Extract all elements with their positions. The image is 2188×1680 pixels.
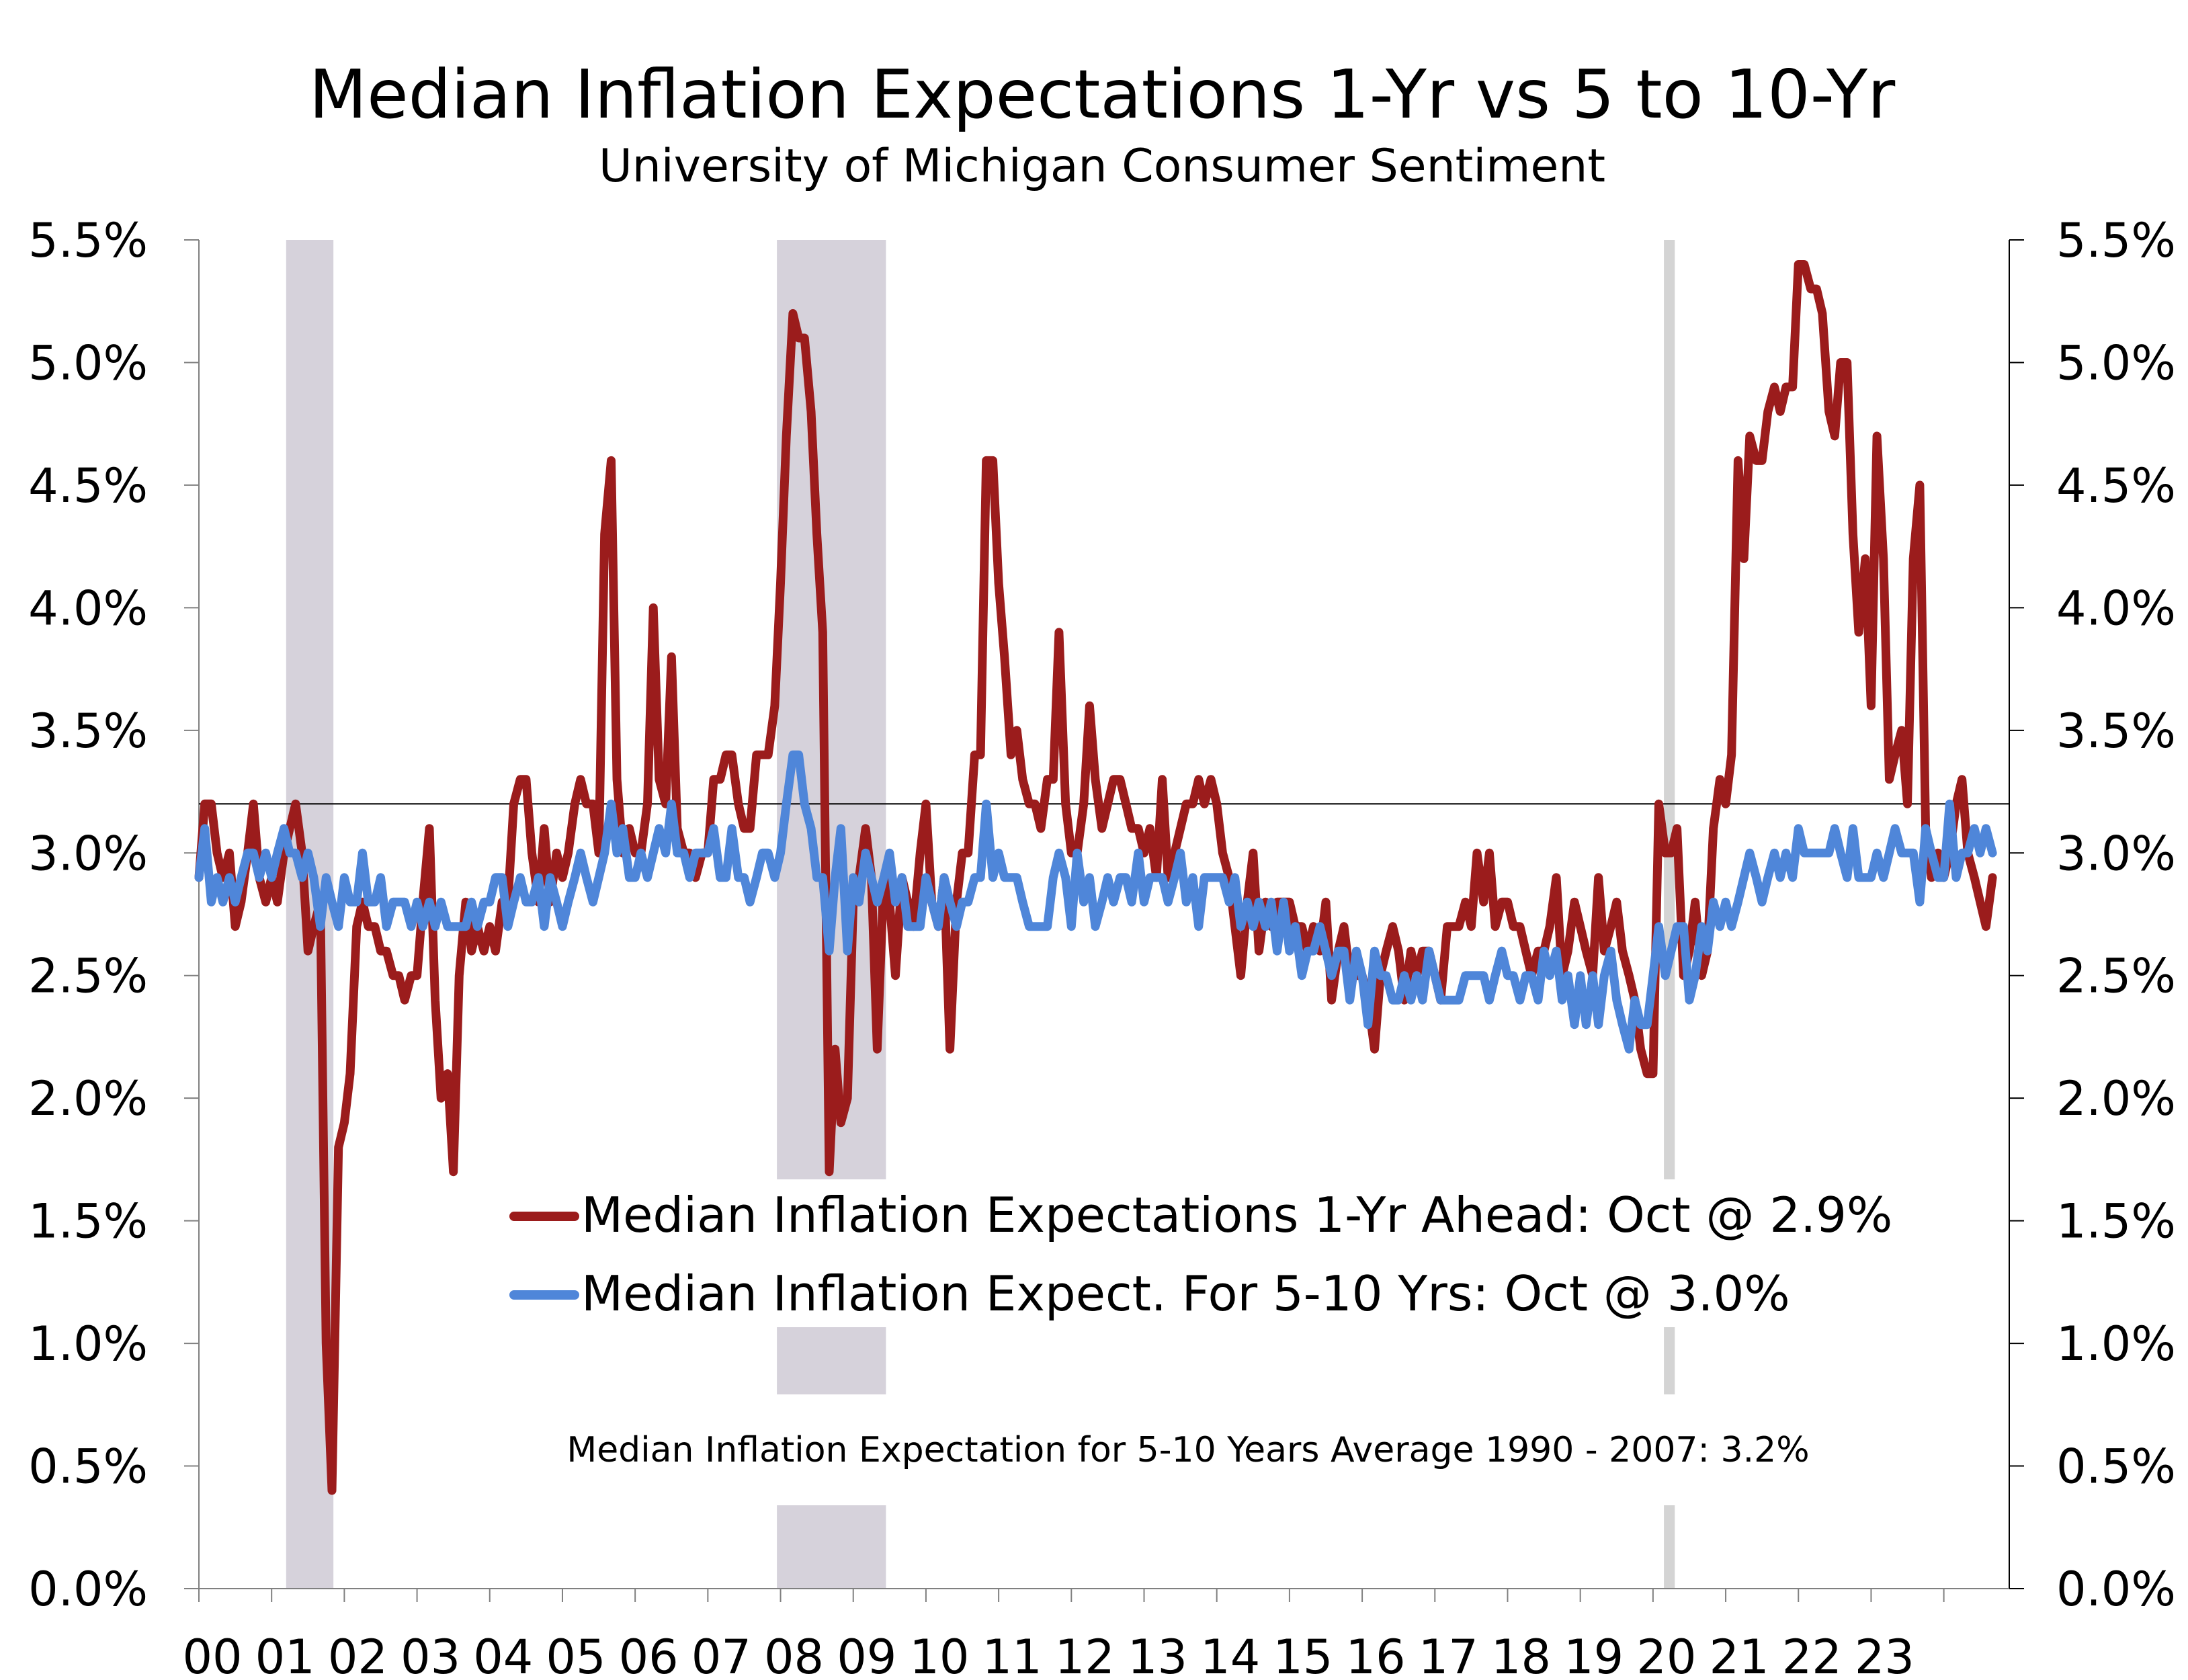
x-tick-label: 12 [1055, 1630, 1115, 1680]
reference-note: Median Inflation Expectation for 5-10 Ye… [504, 1394, 1888, 1505]
y-tick-label-left: 0.5% [28, 1439, 148, 1495]
x-tick-label: 08 [764, 1630, 824, 1680]
x-tick-label: 23 [1855, 1630, 1914, 1680]
legend-label-5-10yr: Median Inflation Expect. For 5-10 Yrs: O… [581, 1265, 1790, 1322]
x-tick-label: 09 [837, 1630, 896, 1680]
y-tick-label-right: 0.0% [2056, 1562, 2176, 1617]
y-tick-label-right: 0.5% [2056, 1439, 2176, 1495]
series-lines [194, 260, 1997, 1495]
y-tick-label-right: 4.0% [2056, 581, 2176, 636]
recession-band-3 [1664, 240, 1675, 1589]
chart-title: Median Inflation Expectations 1-Yr vs 5 … [309, 55, 1896, 134]
legend: Median Inflation Expectations 1-Yr Ahead… [504, 1179, 1955, 1327]
x-tick-label: 06 [619, 1630, 679, 1680]
x-tick-label: 00 [182, 1630, 242, 1680]
y-tick-label-right: 4.5% [2056, 458, 2176, 513]
y-tick-label-left: 2.5% [28, 949, 148, 1004]
y-tick-label-left: 4.0% [28, 581, 148, 636]
y-tick-label-left: 0.0% [28, 1562, 148, 1617]
y-tick-label-right: 2.0% [2056, 1071, 2176, 1126]
x-tick-label: 10 [909, 1630, 969, 1680]
x-tick-label: 02 [328, 1630, 388, 1680]
y-tick-label-right: 2.5% [2056, 949, 2176, 1004]
x-tick-label: 05 [546, 1630, 605, 1680]
x-tick-label: 11 [982, 1630, 1042, 1680]
x-tick-label: 01 [255, 1630, 315, 1680]
chart-subtitle: University of Michigan Consumer Sentimen… [599, 140, 1605, 193]
x-tick-label: 18 [1491, 1630, 1551, 1680]
y-tick-label-left: 5.0% [28, 335, 148, 390]
x-tick-label: 03 [401, 1630, 460, 1680]
reference-note-background [504, 1394, 1888, 1505]
series-line-5-10yr [194, 750, 1997, 1054]
y-tick-label-right: 5.0% [2056, 335, 2176, 390]
x-tick-label: 22 [1782, 1630, 1842, 1680]
x-tick-label: 04 [473, 1630, 533, 1680]
axes: 0.0% 0.0% 0.5% 0.5% 1.0% 1.0% 1.5% 1.5% 2.0% 2.0%… [28, 213, 2176, 1680]
y-tick-label-left: 4.5% [28, 458, 148, 513]
x-tick-label: 15 [1273, 1630, 1333, 1680]
y-tick-label-right: 3.5% [2056, 704, 2176, 759]
x-tick-label: 19 [1564, 1630, 1624, 1680]
legend-label-1yr: Median Inflation Expectations 1-Yr Ahead… [581, 1187, 1892, 1243]
y-tick-label-right: 3.0% [2056, 826, 2176, 881]
x-tick-label: 07 [691, 1630, 751, 1680]
y-tick-label-right: 5.5% [2056, 213, 2176, 268]
x-tick-label: 20 [1636, 1630, 1696, 1680]
series-line-1yr [194, 260, 1997, 1495]
y-tick-label-left: 1.0% [28, 1316, 148, 1372]
y-tick-label-left: 3.0% [28, 826, 148, 881]
x-tick-label: 14 [1200, 1630, 1260, 1680]
y-tick-label-left: 5.5% [28, 213, 148, 268]
x-tick-label: 16 [1346, 1630, 1406, 1680]
y-tick-label-left: 1.5% [28, 1194, 148, 1249]
y-tick-label-right: 1.5% [2056, 1194, 2176, 1249]
x-tick-label: 13 [1128, 1630, 1187, 1680]
legend-background [504, 1179, 1955, 1327]
x-tick-label: 17 [1419, 1630, 1478, 1680]
y-tick-label-right: 1.0% [2056, 1316, 2176, 1372]
x-tick-label: 21 [1710, 1630, 1769, 1680]
y-tick-label-left: 3.5% [28, 704, 148, 759]
reference-line-label: Median Inflation Expectation for 5-10 Ye… [566, 1430, 1809, 1470]
y-tick-label-left: 2.0% [28, 1071, 148, 1126]
